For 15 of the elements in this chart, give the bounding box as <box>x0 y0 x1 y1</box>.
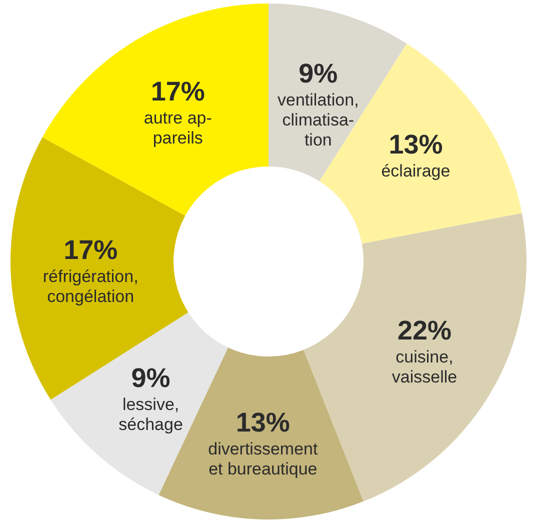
data-label: 17% <box>150 76 205 106</box>
slice-label: réfrigération, congélation <box>42 267 138 306</box>
slice-label: ventilation, climatisa- tion <box>278 90 359 150</box>
slice-label: autre ap- pareils <box>144 108 212 148</box>
slice-label: lessive, séchage <box>118 395 183 434</box>
data-label: 9% <box>131 363 170 394</box>
data-label: 17% <box>64 235 118 266</box>
data-label: 9% <box>298 58 338 89</box>
data-label: 13% <box>236 407 290 438</box>
slice-label: divertissement et bureautique <box>208 439 318 478</box>
data-label: 22% <box>397 315 452 346</box>
slice-label: éclairage <box>381 161 450 180</box>
slice-label: cuisine, vaisselle <box>392 347 458 386</box>
data-label: 13% <box>388 129 443 160</box>
donut-slice <box>42 4 268 216</box>
